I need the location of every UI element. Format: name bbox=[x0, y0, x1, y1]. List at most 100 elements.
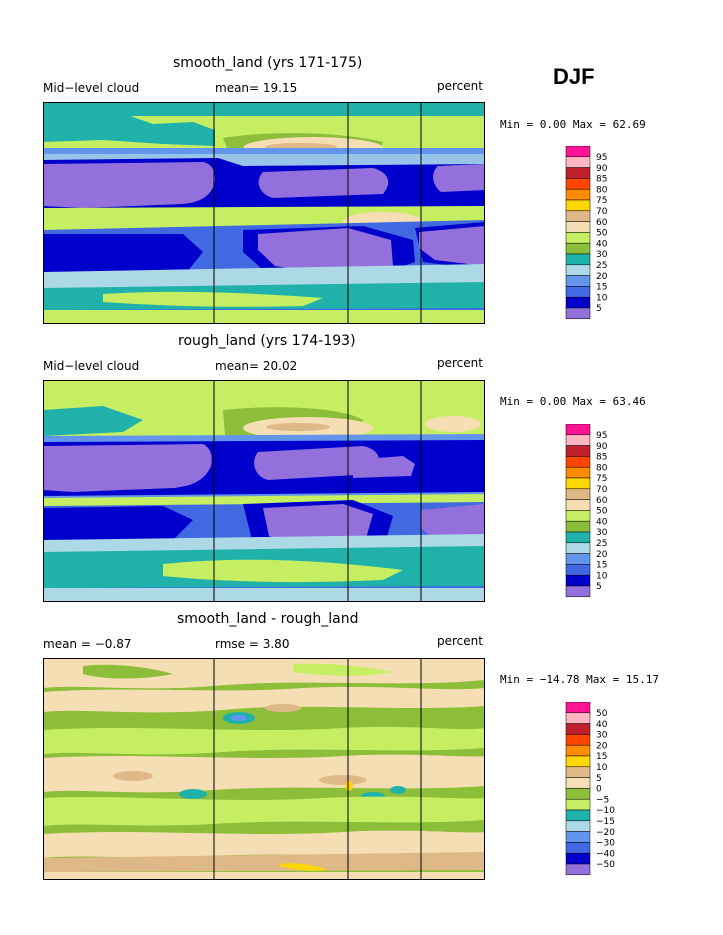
panel-3-colorbar-swatch bbox=[565, 852, 591, 865]
panel-2-colorbar-tick-label: 25 bbox=[596, 539, 607, 549]
panel-1-colorbar-tick-label: 85 bbox=[596, 175, 607, 185]
panel-1-colorbar-tick-label: 15 bbox=[596, 283, 607, 293]
panel-2-colorbar-swatch bbox=[565, 520, 591, 533]
panel-1-colorbar-tick-label: 10 bbox=[596, 293, 608, 303]
panel-3-colorbar-swatch bbox=[565, 863, 591, 876]
diff-patch-n1 bbox=[83, 664, 173, 679]
panel-2-colorbar-tick-label: 60 bbox=[596, 496, 608, 506]
panel-3-units-label: percent bbox=[437, 634, 483, 648]
panel-2-colorbar-swatch bbox=[565, 574, 591, 587]
panel-3-colorbar-tick-label: −20 bbox=[596, 828, 615, 838]
panel-3-colorbar-tick-label: 20 bbox=[596, 741, 608, 751]
panel-1-colorbar-swatch bbox=[565, 275, 591, 287]
panel-3-colorbar-swatch bbox=[565, 820, 591, 832]
panel-2-colorbar-swatch bbox=[565, 477, 591, 490]
panel-3-colorbar-swatch bbox=[565, 798, 591, 811]
panel-1-frame bbox=[43, 102, 485, 324]
diff-patch-n2 bbox=[293, 663, 393, 676]
panel-1-colorbar-tick-label: 60 bbox=[596, 218, 608, 228]
diff-cell-g bbox=[345, 781, 353, 791]
panel-1-units-label: percent bbox=[437, 79, 483, 93]
panel-2-units-label: percent bbox=[437, 356, 483, 370]
panel-3-colorbar-swatch bbox=[565, 712, 591, 724]
panel-3-minmax-label: Min = −14.78 Max = 15.17 bbox=[500, 673, 659, 686]
cloud-band-south-green bbox=[103, 291, 323, 307]
panel-1-colorbar-tick-label: 75 bbox=[596, 196, 607, 206]
panel-2-colorbar-tick-label: 5 bbox=[596, 582, 602, 592]
panel-3-colorbar-tick-label: 10 bbox=[596, 763, 608, 773]
panel-3-colorbar-tick-label: 50 bbox=[596, 709, 608, 719]
panel-2-colorbar-swatch bbox=[565, 445, 591, 457]
panel-1-colorbar-swatch bbox=[565, 242, 591, 255]
panel-1-colorbar-tick-label: 5 bbox=[596, 304, 602, 314]
panel-2-colorbar-tick-label: 40 bbox=[596, 517, 608, 527]
diff-cell-f bbox=[390, 786, 406, 794]
panel-1-colorbar-swatch bbox=[565, 232, 591, 244]
panel-2-colorbar-swatch bbox=[565, 564, 591, 576]
panel-1-mean-label: mean= 19.15 bbox=[215, 81, 298, 95]
panel-2-colorbar-swatch bbox=[565, 585, 591, 598]
panel-1-colorbar-tick-label: 90 bbox=[596, 164, 608, 174]
panel-2-frame bbox=[43, 380, 485, 602]
panel-1-colorbar-swatch bbox=[565, 307, 591, 320]
cloud-core-east bbox=[353, 456, 415, 478]
panel-2-variable-label: Mid−level cloud bbox=[43, 359, 140, 373]
panel-3-colorbar-swatch bbox=[565, 831, 591, 843]
diff-band-south-tan bbox=[43, 852, 485, 872]
cloud-core-east bbox=[433, 164, 485, 192]
panel-3-difference-map bbox=[43, 658, 485, 880]
diff-band-5 bbox=[43, 830, 485, 858]
panel-1-colorbar-tick-label: 30 bbox=[596, 250, 608, 260]
panel-2-mean-label: mean= 20.02 bbox=[215, 359, 298, 373]
panel-2-colorbar-tick-label: 90 bbox=[596, 442, 608, 452]
panel-3-colorbar-swatch bbox=[565, 723, 591, 735]
cloud-core-mid bbox=[258, 168, 389, 198]
cloud-band-polar bbox=[43, 588, 485, 602]
panel-1-colorbar-swatch bbox=[565, 178, 591, 190]
diff-cell-a bbox=[265, 704, 301, 712]
panel-1-colorbar-tick-label: 80 bbox=[596, 185, 608, 195]
panel-3-colorbar-tick-label: 5 bbox=[596, 774, 602, 784]
panel-1-colorbar-tick-label: 20 bbox=[596, 272, 608, 282]
panel-2-colorbar-swatch bbox=[565, 424, 591, 436]
panel-3-colorbar-swatch bbox=[565, 842, 591, 854]
panel-2-colorbar-swatch bbox=[565, 488, 591, 500]
cloud-region-south-dark bbox=[43, 234, 203, 280]
cloud-region-nw bbox=[43, 110, 215, 146]
panel-3-colorbar-swatch bbox=[565, 777, 591, 789]
panel-1-colorbar-swatch bbox=[565, 264, 591, 276]
cloud-core-south-mid bbox=[258, 228, 393, 276]
panel-3-colorbar-swatch bbox=[565, 702, 591, 714]
panel-1-colorbar-swatch bbox=[565, 221, 591, 233]
panel-1-colorbar-tick-label: 95 bbox=[596, 153, 607, 163]
panel-3-colorbar-swatch bbox=[565, 755, 591, 768]
diff-band-3 bbox=[43, 754, 485, 793]
panel-3-colorbar-tick-label: −15 bbox=[596, 817, 615, 827]
panel-2-colorbar-swatch bbox=[565, 466, 591, 479]
panel-2-colorbar-tick-label: 50 bbox=[596, 507, 608, 517]
panel-1-title: smooth_land (yrs 171-175) bbox=[173, 55, 363, 71]
diff-cell-h bbox=[179, 789, 207, 799]
panel-3-colorbar-tick-label: −40 bbox=[596, 849, 615, 859]
panel-3-colorbar-swatch bbox=[565, 766, 591, 778]
diff-cell-b-core bbox=[231, 715, 247, 721]
panel-3-colorbar-swatch bbox=[565, 809, 591, 822]
panel-1-colorbar-swatch bbox=[565, 286, 591, 298]
cloud-cell-north-b bbox=[266, 423, 330, 431]
panel-1-variable-label: Mid−level cloud bbox=[43, 81, 140, 95]
panel-2-colorbar-tick-label: 15 bbox=[596, 561, 607, 571]
panel-1-colorbar-swatch bbox=[565, 296, 591, 309]
panel-3-colorbar-tick-label: 15 bbox=[596, 752, 607, 762]
panel-3-colorbar-tick-label: −30 bbox=[596, 839, 615, 849]
diff-cell-d bbox=[319, 775, 367, 785]
panel-3-colorbar-tick-label: 30 bbox=[596, 731, 608, 741]
panel-1-colorbar-tick-label: 70 bbox=[596, 207, 608, 217]
panel-2-colorbar-swatch bbox=[565, 510, 591, 522]
panel-2-title: rough_land (yrs 174-193) bbox=[178, 333, 356, 349]
panel-2-colorbar-tick-label: 30 bbox=[596, 528, 608, 538]
panel-1-colorbar-swatch bbox=[565, 199, 591, 212]
panel-1-minmax-label: Min = 0.00 Max = 62.69 bbox=[500, 118, 646, 131]
